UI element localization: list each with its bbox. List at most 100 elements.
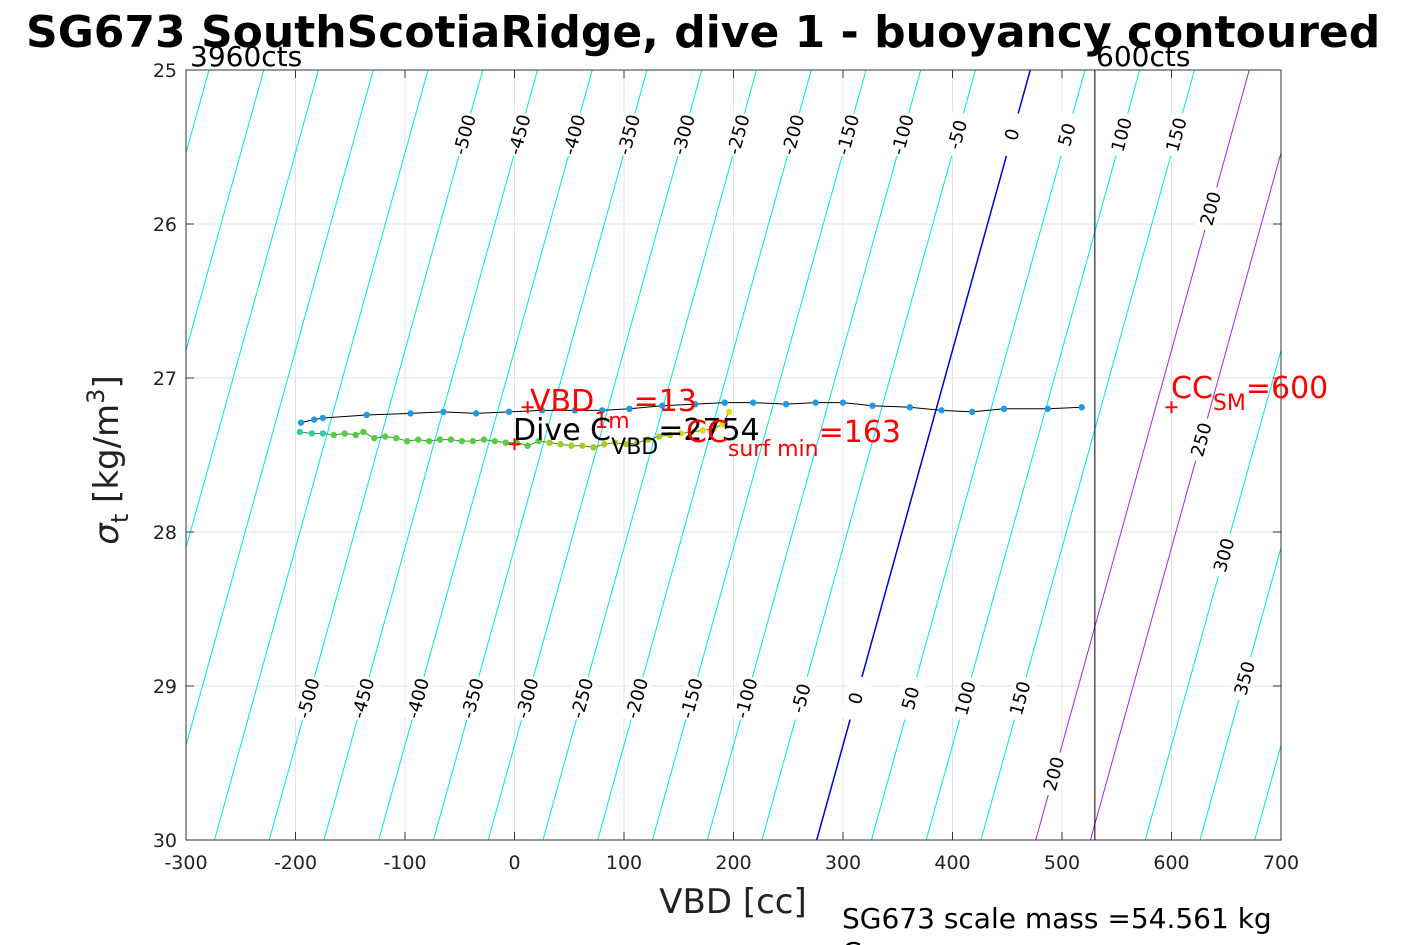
contour-label-bg (612, 110, 646, 159)
x-tick-label: 500 (1044, 852, 1080, 874)
max-counts-label: 600cts (1096, 40, 1190, 73)
contour-label-bg (1003, 674, 1037, 723)
x-tick-label: -200 (274, 852, 317, 874)
axis-ticks: -300 -200 -100 0 100 200 300 400 500 600 700252627… (153, 60, 1299, 874)
dive-point (691, 400, 699, 408)
y-tick-label: 29 (153, 676, 177, 698)
climb-point (633, 439, 641, 446)
x-axis-label: VBD [cc] (659, 882, 807, 922)
contour-label-bg (995, 110, 1029, 159)
dive-c-sub: VBD (611, 435, 658, 460)
climb-point (579, 442, 586, 449)
dive-point (319, 414, 327, 422)
dive-point (598, 407, 606, 414)
contour-label-bg (1194, 184, 1228, 233)
contour-line (1364, 70, 1417, 840)
x-tick-label: 400 (934, 852, 970, 874)
climb-point (655, 433, 663, 440)
cc-sm-value: =600 (1246, 371, 1328, 406)
dive-point (440, 408, 447, 416)
cc-surf-annotation: CCsurf min=163 (686, 415, 901, 462)
min-counts-label: 3960cts (190, 40, 302, 73)
dive-point (1078, 404, 1085, 411)
contour-line (1144, 348, 1281, 840)
contour-label-bottom: 0 (845, 690, 868, 707)
cc-sm-main: CC (1171, 371, 1213, 406)
y-tick-label: 27 (153, 368, 177, 390)
dive-track-line (300, 402, 1082, 424)
svg-text:Dive CVBD=2754: Dive CVBD=2754 (513, 413, 760, 460)
contour-label-bg (503, 110, 537, 159)
dive-point (812, 399, 819, 406)
dive-point (626, 405, 633, 412)
cc-surf-value: =163 (819, 415, 901, 450)
contour-label-bg (565, 674, 599, 723)
vbd1m-sub: 1m (594, 409, 629, 434)
climb-point (393, 434, 400, 442)
climb-point (546, 439, 553, 446)
climb-point (480, 436, 488, 443)
x-tick-label: 200 (715, 852, 751, 874)
climb-point (590, 444, 597, 451)
contour-label-bg (722, 110, 756, 159)
dive-point (782, 400, 790, 408)
cc-surf-sub: surf min (728, 437, 819, 462)
contour-label-bg (831, 110, 865, 159)
climb-point (436, 436, 444, 443)
climb-point (319, 430, 327, 437)
contour-line (213, 70, 429, 840)
y-label-close: ] (87, 375, 127, 388)
dive-c-main: Dive C (513, 413, 611, 448)
contour-label-bg (401, 674, 435, 723)
footer-line-2: C (842, 936, 862, 945)
climb-point (535, 437, 542, 445)
x-tick-label: -100 (383, 852, 426, 874)
contour-label-bg (448, 110, 482, 159)
climb-point (688, 428, 696, 436)
contour-label-bg (1050, 110, 1084, 159)
climb-point (622, 441, 630, 448)
climb-point (330, 431, 338, 439)
climb-point (725, 408, 733, 416)
vbd1m-annotation: VBD1m=13 (530, 384, 697, 434)
vbd1m-value: =13 (634, 384, 697, 419)
contour-label-bg (667, 110, 701, 159)
dive-point (310, 416, 318, 423)
contour-line (1199, 545, 1281, 840)
dive-point (750, 399, 757, 406)
climb-point (644, 436, 652, 443)
contour-line (186, 70, 265, 353)
climb-point (677, 430, 685, 437)
climb-point (601, 441, 608, 448)
climb-point (666, 431, 674, 439)
contour-label-bg (941, 110, 975, 159)
y-label-unit: [kg/m (87, 404, 127, 503)
dive-point (538, 407, 546, 414)
y-tick-label: 30 (153, 830, 177, 852)
contour-label-bg (784, 674, 818, 723)
contour-label-bg (1185, 415, 1218, 464)
climb-point (403, 437, 411, 445)
climb-point (469, 437, 477, 445)
svg-text:VBD1m=13: VBD1m=13 (530, 384, 697, 434)
climb-point (414, 436, 422, 443)
climb-point (491, 437, 498, 445)
markers (508, 401, 1178, 451)
contour-label-bg (839, 674, 873, 723)
dive-point (721, 399, 728, 406)
contour-label-bg (894, 674, 928, 723)
y-tick-label: 26 (153, 214, 177, 236)
dive-point (1044, 405, 1051, 412)
contour-label-bg (1228, 654, 1262, 703)
dive-point (969, 408, 976, 416)
contour-label-bg (1105, 110, 1139, 159)
climb-point (425, 437, 433, 445)
climb-point (557, 441, 564, 448)
contour-label-bg (776, 110, 810, 159)
footer-line-1: SG673 scale mass =54.561 kg (842, 902, 1272, 935)
dive-point (407, 410, 414, 417)
dive-point (906, 404, 913, 411)
y-tick-label: 28 (153, 522, 177, 544)
dive-c-value: =2754 (658, 413, 759, 448)
climb-point (524, 442, 531, 449)
